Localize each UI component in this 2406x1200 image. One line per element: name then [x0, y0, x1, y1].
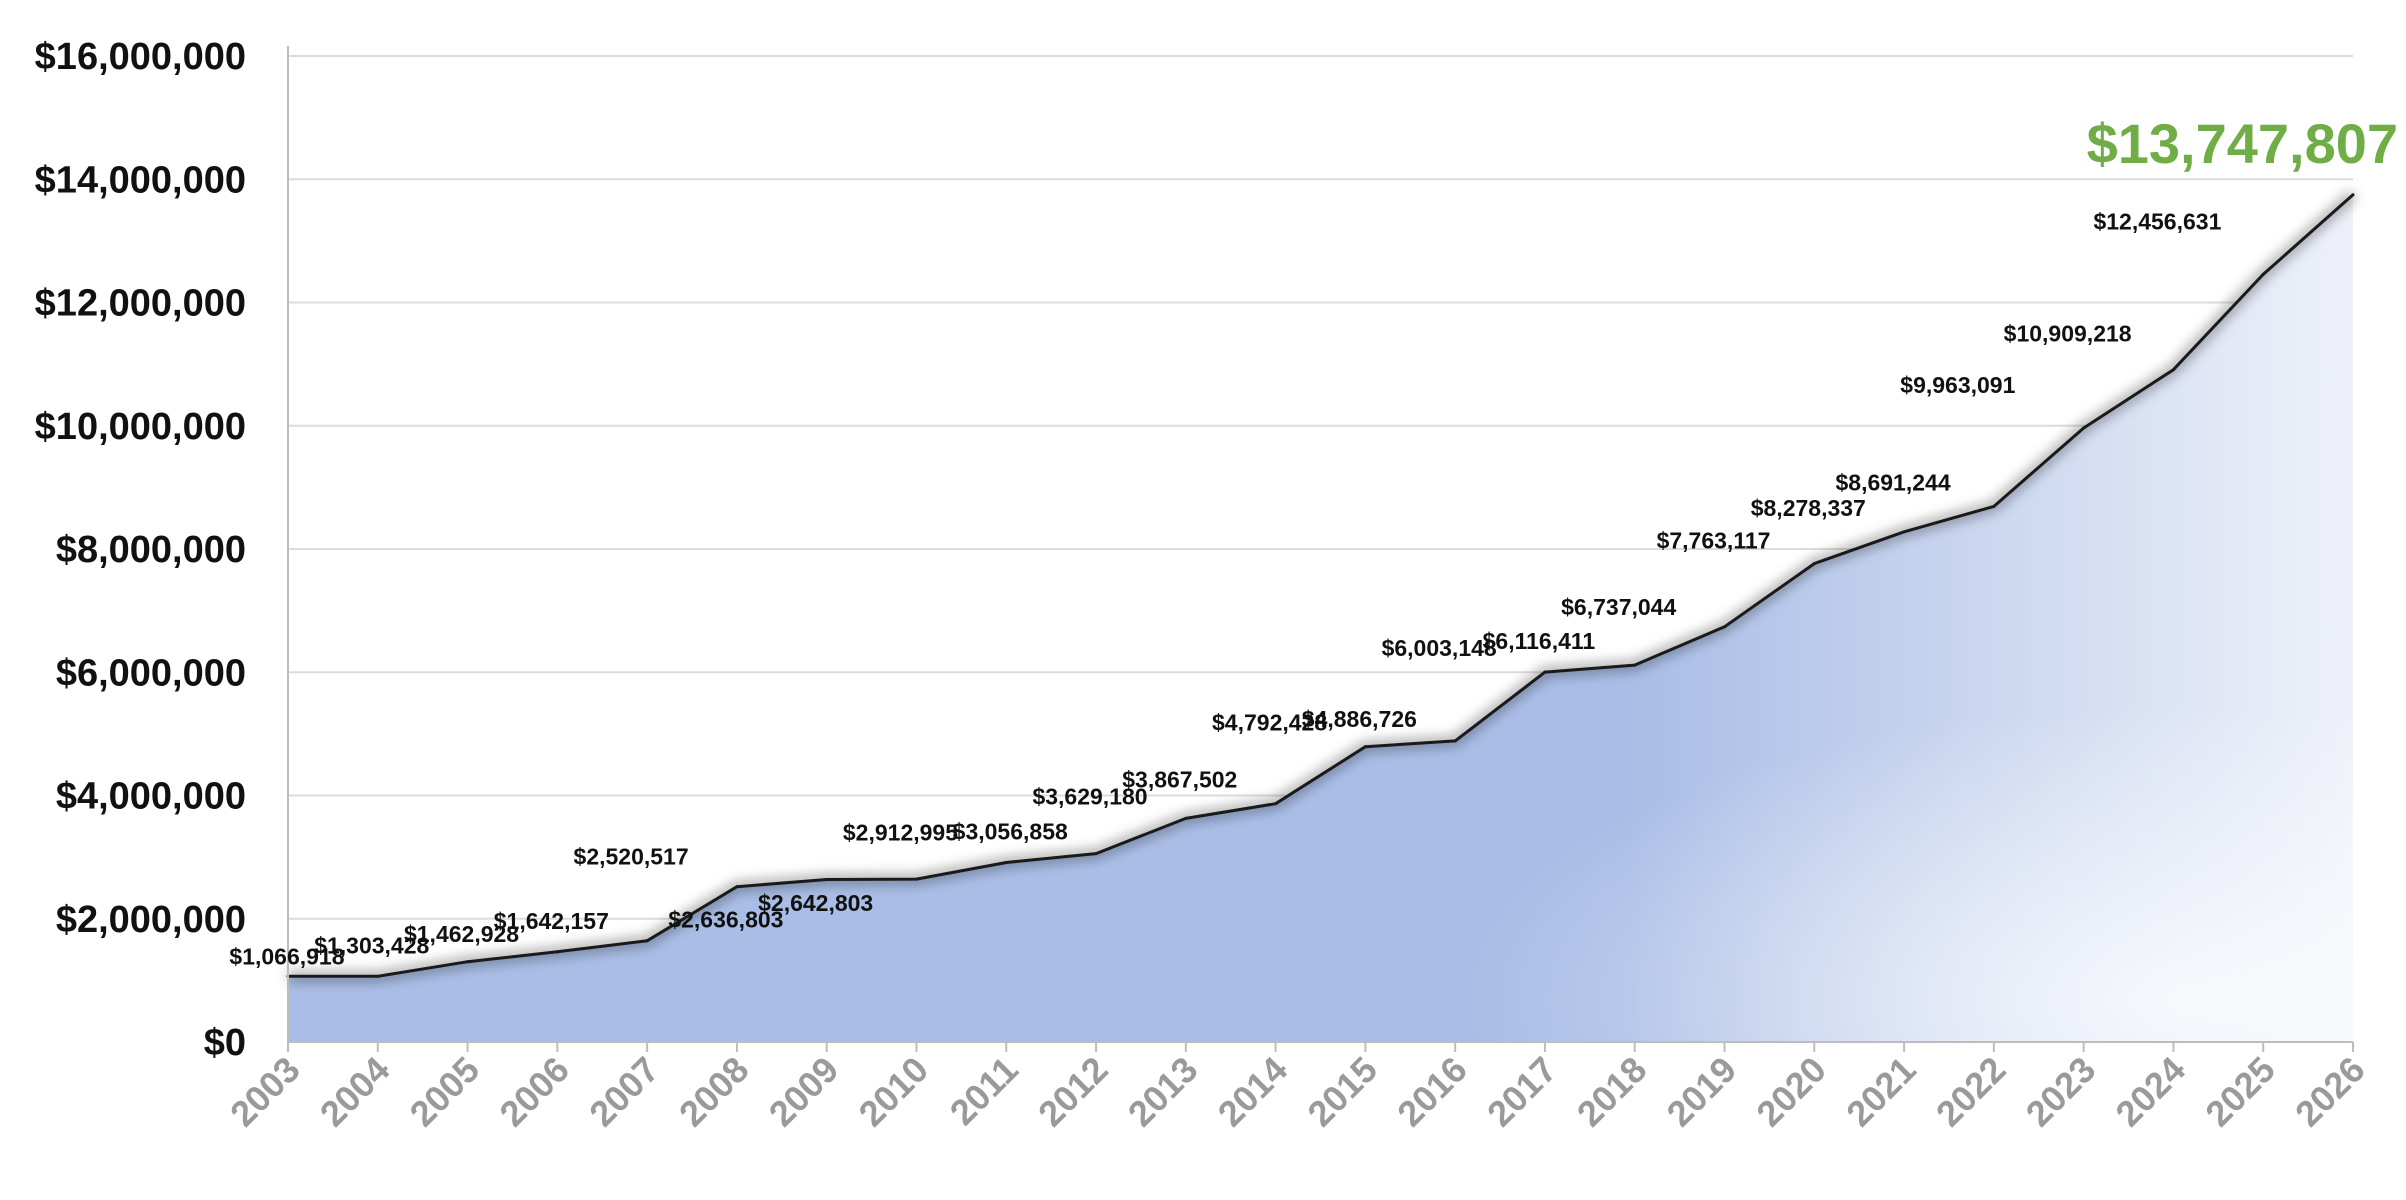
- area-series: [286, 191, 2357, 1043]
- data-label: $1,303,428: [314, 933, 429, 959]
- data-point: [555, 950, 559, 954]
- data-label: $12,456,631: [2093, 208, 2221, 234]
- x-tick-label: 2007: [581, 1049, 667, 1135]
- x-axis-ticks: 2003 2004 2005 2006 2007 2008 2009 2010 2011 2012…: [222, 1042, 2373, 1134]
- x-tick-label: 2025: [2197, 1049, 2283, 1135]
- data-point: [2351, 193, 2355, 197]
- y-tick-label: $14,000,000: [35, 159, 246, 201]
- x-tick-label: 2009: [761, 1049, 847, 1135]
- axes: [287, 46, 2353, 1043]
- data-point: [1363, 745, 1367, 749]
- x-tick-label: 2021: [1838, 1049, 1924, 1135]
- data-label: $3,629,180: [1032, 783, 1147, 809]
- final-value-label: $13,747,807: [2087, 112, 2398, 175]
- data-label: $10,909,218: [2004, 321, 2132, 347]
- y-tick-label: $16,000,000: [35, 36, 246, 78]
- x-tick-label: 2026: [2287, 1049, 2373, 1135]
- data-label: $9,963,091: [1900, 372, 2015, 398]
- data-point: [1004, 860, 1008, 864]
- data-point: [735, 885, 739, 889]
- x-tick-label: 2014: [1210, 1049, 1296, 1135]
- y-tick-label: $10,000,000: [35, 406, 246, 448]
- y-tick-label: $12,000,000: [35, 283, 246, 325]
- data-point: [1992, 504, 1996, 508]
- data-labels: $1,066,918$1,303,428$1,462,928$1,642,157…: [229, 112, 2398, 969]
- series-line: [288, 193, 2354, 978]
- x-tick-label: 2022: [1928, 1049, 2014, 1135]
- data-point: [1543, 670, 1547, 674]
- data-point: [2171, 368, 2175, 372]
- x-tick-label: 2017: [1479, 1049, 1565, 1135]
- x-tick-label: 2018: [1569, 1049, 1655, 1135]
- data-label: $6,003,148: [1382, 635, 1497, 661]
- data-label: $1,462,928: [404, 921, 519, 947]
- data-label: $3,867,502: [1122, 767, 1237, 793]
- gridlines: [288, 55, 2353, 920]
- x-tick-label: 2006: [491, 1049, 577, 1135]
- data-label: $6,116,411: [1483, 628, 1596, 654]
- y-tick-label: $0: [204, 1022, 246, 1064]
- data-label: $8,278,337: [1751, 495, 1866, 521]
- x-tick-label: 2008: [671, 1049, 757, 1135]
- x-tick-label: 2013: [1120, 1049, 1206, 1135]
- y-axis-ticks: $0 $2,000,000 $4,000,000 $6,000,000 $8,000,0…: [35, 36, 246, 1064]
- x-tick-label: 2012: [1030, 1049, 1116, 1135]
- data-label: $8,691,244: [1836, 469, 1951, 495]
- data-label: $1,066,918: [229, 943, 344, 969]
- x-tick-label: 2010: [851, 1049, 937, 1135]
- x-tick-label: 2024: [2107, 1049, 2193, 1135]
- data-label: $6,737,044: [1561, 594, 1676, 620]
- data-label: $2,520,517: [574, 844, 689, 870]
- data-label: $4,792,428: [1212, 710, 1327, 736]
- data-label: $1,642,157: [494, 908, 609, 934]
- data-point: [376, 974, 380, 978]
- x-tick-label: 2020: [1748, 1049, 1834, 1135]
- data-point: [2261, 272, 2265, 276]
- data-point: [1094, 852, 1098, 856]
- data-label: $7,763,117: [1657, 528, 1771, 554]
- data-point: [825, 878, 829, 882]
- x-tick-label: 2016: [1389, 1049, 1475, 1135]
- y-tick-label: $8,000,000: [56, 529, 246, 571]
- data-point: [1723, 625, 1727, 629]
- area-highlight: [288, 194, 2353, 1043]
- y-tick-label: $4,000,000: [56, 776, 246, 818]
- data-point: [2082, 426, 2086, 430]
- data-label: $2,636,803: [668, 907, 783, 933]
- data-point: [645, 939, 649, 943]
- data-point: [1184, 816, 1188, 820]
- data-label: $2,912,995: [843, 819, 958, 845]
- y-tick-label: $6,000,000: [56, 652, 246, 694]
- x-tick-label: 2019: [1659, 1049, 1745, 1135]
- data-label: $4,886,726: [1302, 706, 1417, 732]
- data-label: $2,642,803: [758, 890, 873, 916]
- x-tick-label: 2023: [2018, 1049, 2104, 1135]
- data-point: [466, 960, 470, 964]
- data-point: [914, 877, 918, 881]
- x-tick-label: 2015: [1299, 1049, 1385, 1135]
- x-tick-label: 2004: [312, 1049, 398, 1135]
- data-label: $3,056,858: [953, 819, 1068, 845]
- y-tick-label: $2,000,000: [56, 899, 246, 941]
- x-tick-label: 2011: [942, 1049, 1026, 1133]
- data-point: [1274, 802, 1278, 806]
- x-tick-label: 2005: [402, 1049, 488, 1135]
- data-point: [1453, 739, 1457, 743]
- data-point: [1902, 530, 1906, 534]
- data-point: [1633, 663, 1637, 667]
- data-point: [1812, 562, 1816, 566]
